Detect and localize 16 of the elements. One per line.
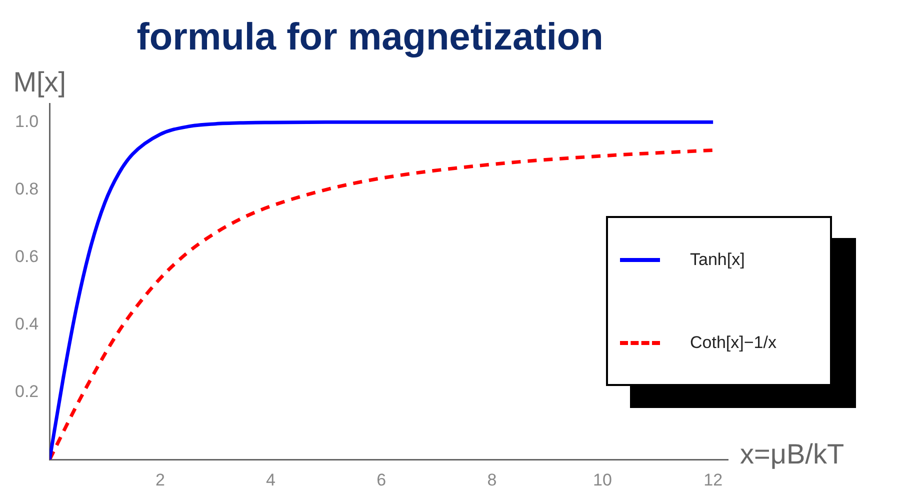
chart-title: formula for magnetization [136, 16, 604, 58]
x-tick-label: 12 [704, 470, 723, 490]
y-tick-label: 1.0 [14, 112, 39, 131]
x-tick-label: 4 [266, 470, 276, 490]
x-tick-label: 6 [376, 470, 386, 490]
y-tick-label: 0.6 [14, 246, 39, 266]
y-axis-title: M[x] [13, 66, 66, 98]
y-tick-label: 0.8 [14, 179, 39, 198]
legend-label: Coth[x]−1/x [690, 332, 776, 352]
y-tick-label: 0.2 [14, 382, 39, 401]
y-tick-label: 0.4 [14, 314, 39, 334]
legend-label: Tanh[x] [690, 250, 745, 270]
x-axis-title: x=μB/kT [740, 438, 844, 470]
x-tick-label: 8 [487, 470, 497, 490]
x-tick-label: 10 [593, 470, 612, 490]
x-tick-label: 2 [155, 470, 165, 490]
